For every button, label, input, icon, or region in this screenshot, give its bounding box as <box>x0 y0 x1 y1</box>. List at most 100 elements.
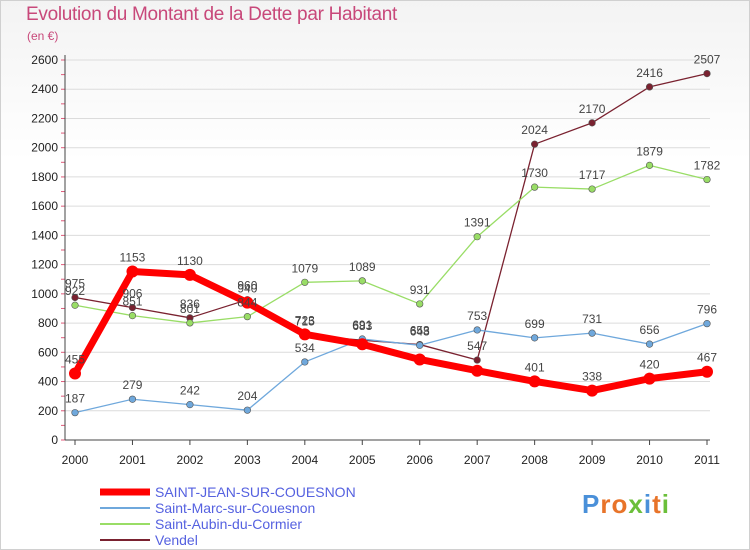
data-label: 547 <box>467 339 487 353</box>
y-tick-label: 1600 <box>31 199 58 213</box>
data-label: 796 <box>697 303 717 317</box>
data-point <box>531 140 539 148</box>
data-point <box>645 340 654 348</box>
x-tick-label: 2002 <box>177 453 204 467</box>
data-point <box>703 175 711 184</box>
data-label: 1153 <box>120 250 146 264</box>
data-point <box>531 334 539 342</box>
data-point <box>71 409 79 417</box>
y-tick-label: 400 <box>38 375 58 389</box>
data-label: 715 <box>295 315 315 329</box>
y-tick-label: 600 <box>38 345 58 359</box>
chart-subtitle: (en €) <box>27 29 59 43</box>
data-point <box>128 312 137 320</box>
data-point <box>645 83 654 91</box>
data-point <box>643 372 656 385</box>
data-label: 1879 <box>636 144 663 158</box>
data-point <box>531 183 539 191</box>
data-label: 467 <box>697 351 717 365</box>
series-line <box>71 267 711 395</box>
data-point <box>473 356 481 364</box>
y-tick-label: 2000 <box>31 141 58 155</box>
data-point <box>645 161 654 169</box>
data-label: 420 <box>640 358 660 372</box>
data-point <box>301 278 309 286</box>
data-label: 1089 <box>349 260 376 274</box>
data-point <box>413 353 426 366</box>
y-tick-label: 1200 <box>31 258 58 272</box>
data-point <box>358 277 366 285</box>
x-tick-label: 2000 <box>62 453 89 467</box>
data-label: 801 <box>180 302 200 316</box>
data-point <box>528 375 541 388</box>
data-point <box>186 401 194 409</box>
data-label: 836 <box>180 297 200 311</box>
data-label: 1717 <box>579 168 606 182</box>
series-line <box>74 164 708 324</box>
y-tick-label: 2600 <box>31 53 58 67</box>
logo-letter: x <box>628 489 644 519</box>
data-label: 653 <box>410 324 430 338</box>
logo-letter: t <box>652 489 662 519</box>
data-point <box>588 329 596 337</box>
y-tick-label: 200 <box>38 404 58 418</box>
data-label: 699 <box>525 317 545 331</box>
data-point <box>69 367 81 380</box>
data-label: 723 <box>295 313 315 327</box>
logo-letter: o <box>611 489 629 519</box>
data-point <box>473 326 481 334</box>
data-label: 922 <box>65 284 85 298</box>
x-tick-label: 2009 <box>579 453 606 467</box>
y-tick-label: 2400 <box>31 82 58 96</box>
data-label: 338 <box>582 370 602 384</box>
logo-letter: P <box>582 489 601 519</box>
x-tick-label: 2004 <box>291 453 318 467</box>
y-tick-label: 1000 <box>31 287 58 301</box>
data-label: 844 <box>237 296 257 310</box>
data-label: 187 <box>65 392 85 406</box>
data-label: 683 <box>352 319 372 333</box>
series-line <box>74 72 708 361</box>
legend-label: Saint-Marc-sur-Couesnon <box>155 500 315 516</box>
proxiti-logo: Proxiti <box>582 489 670 520</box>
logo-letter: r <box>600 489 612 519</box>
legend: SAINT-JEAN-SUR-COUESNONSaint-Marc-sur-Co… <box>100 484 356 548</box>
data-label: 731 <box>582 312 602 326</box>
x-tick-label: 2005 <box>349 453 376 467</box>
data-point <box>71 301 79 309</box>
data-point <box>241 296 254 309</box>
series-lines <box>69 69 713 417</box>
data-labels: 455 1153 1130 940 723 401 338 420 467 187 279 242 20… <box>65 53 721 406</box>
data-label: 691 <box>352 318 372 332</box>
data-point <box>71 293 79 302</box>
data-label: 1782 <box>694 159 721 173</box>
data-label: 1079 <box>291 261 318 275</box>
y-tick-label: 0 <box>51 433 58 447</box>
data-label: 1391 <box>464 216 491 230</box>
y-tick-label: 2200 <box>31 111 58 125</box>
y-tick-label: 1400 <box>31 228 58 242</box>
data-label: 2507 <box>694 53 721 67</box>
data-point <box>471 364 484 377</box>
data-label: 455 <box>65 353 85 367</box>
x-tick-label: 2006 <box>406 453 433 467</box>
data-label: 2416 <box>636 66 663 80</box>
x-tick-label: 2003 <box>234 453 261 467</box>
data-point <box>183 268 196 281</box>
data-label: 931 <box>410 283 430 297</box>
x-tick-label: 2008 <box>521 453 548 467</box>
data-point <box>416 300 424 308</box>
data-point <box>701 365 713 378</box>
data-label: 940 <box>237 282 257 296</box>
data-point <box>298 328 311 341</box>
data-point <box>301 358 309 366</box>
axes: 0 200 400 600 800 1000 1200 1400 1600 1800 2000 220… <box>31 53 720 467</box>
x-tick-label: 2011 <box>694 453 720 467</box>
logo-letter: i <box>661 489 670 519</box>
chart-title: Evolution du Montant de la Dette par Hab… <box>26 4 397 25</box>
data-point <box>588 119 596 127</box>
data-point <box>356 338 369 351</box>
data-label: 753 <box>467 309 487 323</box>
y-tick-label: 1800 <box>31 170 58 184</box>
data-point <box>416 341 424 349</box>
